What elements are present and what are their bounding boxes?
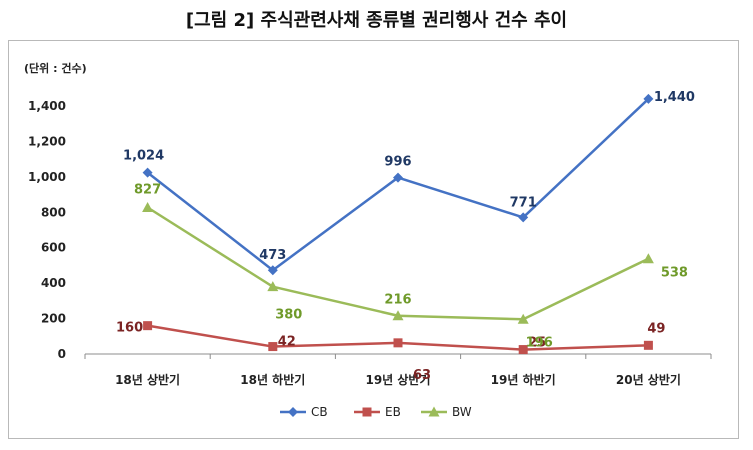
- x-tick-label: 19년 하반기: [491, 372, 556, 387]
- x-tick-label: 18년 상반기: [115, 372, 180, 387]
- y-tick-label: 800: [41, 205, 66, 219]
- y-tick-label: 1,400: [28, 99, 66, 113]
- point-bw: [517, 313, 529, 324]
- data-label-bw: 216: [384, 293, 411, 308]
- chart-frame: [8, 40, 739, 439]
- point-cb: [518, 212, 529, 223]
- data-label-cb: 1,024: [123, 149, 164, 164]
- y-tick-label: 1,200: [28, 134, 66, 148]
- data-label-cb: 473: [259, 248, 286, 263]
- legend-marker-eb: [362, 407, 372, 417]
- data-label-eb: 49: [647, 321, 665, 336]
- legend-label-cb: CB: [311, 405, 328, 419]
- point-eb: [643, 340, 653, 350]
- legend: CB EB BW: [280, 405, 472, 419]
- y-tick-label: 600: [41, 241, 66, 255]
- data-label-cb: 996: [384, 155, 411, 170]
- point-cb: [643, 93, 654, 104]
- y-axis: 0 200 400 600 800 1,000 1,200 1,400: [28, 99, 66, 361]
- legend-label-bw: BW: [452, 405, 472, 419]
- x-tick-label: 20년 상반기: [616, 372, 681, 387]
- x-tick-label: 19년 상반기: [365, 372, 430, 387]
- unit-label: (단위 : 건수): [24, 61, 87, 75]
- data-label-eb: 63: [413, 368, 431, 383]
- point-eb: [268, 342, 278, 352]
- series-line-cb: [146, 98, 650, 272]
- data-labels: 1,024 473 996 771 1,440 160 42 63 25 49 827 380 216 1…: [116, 90, 695, 383]
- point-eb: [518, 345, 528, 355]
- y-tick-label: 0: [58, 347, 66, 361]
- legend-marker-cb: [288, 407, 298, 417]
- y-tick-label: 200: [41, 312, 66, 326]
- data-label-eb: 42: [278, 335, 296, 350]
- y-tick-label: 400: [41, 276, 66, 290]
- point-bw: [642, 253, 654, 264]
- point-cb: [393, 172, 403, 183]
- data-label-bw: 538: [661, 266, 688, 281]
- point-eb: [393, 338, 403, 348]
- x-axis: 18년 상반기 18년 하반기 19년 상반기 19년 하반기 20년 상반기: [84, 353, 712, 387]
- data-label-bw: 827: [134, 183, 161, 198]
- series-markers: [142, 93, 654, 355]
- point-cb: [267, 265, 278, 276]
- data-label-eb: 160: [116, 321, 143, 336]
- y-tick-label: 1,000: [28, 170, 66, 184]
- legend-label-eb: EB: [385, 405, 401, 419]
- point-bw: [392, 310, 404, 321]
- data-label-cb: 1,440: [654, 90, 695, 105]
- chart-title: [그림 2] 주식관련사채 종류별 권리행사 건수 추이: [185, 10, 568, 31]
- point-eb: [143, 321, 153, 331]
- data-label-bw: 380: [275, 308, 302, 323]
- legend-marker-bw: [428, 406, 440, 417]
- data-label-bw: 196: [526, 335, 553, 350]
- point-cb: [142, 167, 153, 178]
- data-label-cb: 771: [510, 195, 537, 210]
- x-tick-label: 18년 하반기: [240, 372, 305, 387]
- data-label-eb: 25: [528, 336, 546, 351]
- point-bw: [267, 281, 279, 292]
- point-bw: [142, 202, 154, 213]
